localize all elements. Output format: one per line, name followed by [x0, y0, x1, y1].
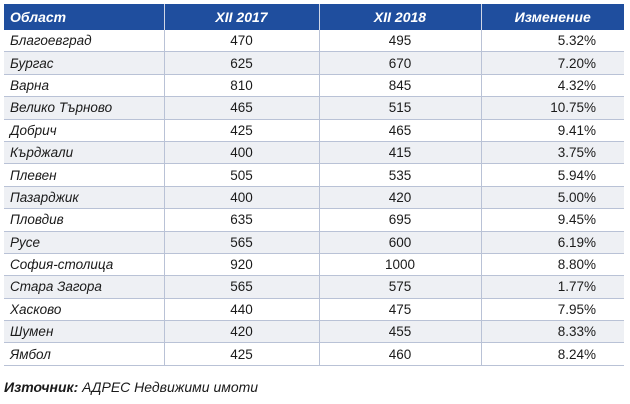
cell-xii-2018: 515 [319, 96, 482, 120]
table-row: Бургас 625 670 7.20% [4, 51, 624, 75]
cell-region: Благоевград [4, 30, 165, 53]
table-row: Добрич 425 465 9.41% [4, 119, 624, 142]
cell-change: 5.94% [481, 163, 624, 187]
cell-xii-2018: 1000 [319, 253, 482, 277]
table-row: Плевен 505 535 5.94% [4, 163, 624, 187]
cell-xii-2018: 535 [319, 163, 482, 187]
cell-xii-2017: 425 [164, 119, 320, 142]
cell-xii-2018: 495 [319, 30, 482, 53]
source-note: Източник: АДРЕС Недвижими имоти [4, 379, 258, 395]
header-row: Област XII 2017 XII 2018 Изменение [4, 4, 624, 30]
header-region: Област [4, 4, 165, 30]
cell-change: 8.24% [481, 342, 624, 366]
table-row: Шумен 420 455 8.33% [4, 320, 624, 344]
cell-region: Плевен [4, 163, 165, 187]
cell-xii-2018: 420 [319, 186, 482, 210]
header-change: Изменение [481, 4, 624, 30]
table-body: Благоевград 470 495 5.32% Бургас 625 670 7.20% В… [4, 30, 624, 366]
table-row: Пловдив 635 695 9.45% [4, 208, 624, 232]
cell-change: 8.80% [481, 253, 624, 277]
cell-change: 3.75% [481, 141, 624, 165]
cell-xii-2018: 415 [319, 141, 482, 165]
cell-region: Пазарджик [4, 186, 165, 210]
cell-region: Добрич [4, 119, 165, 142]
cell-xii-2018: 475 [319, 298, 482, 322]
cell-change: 6.19% [481, 231, 624, 254]
cell-xii-2017: 400 [164, 141, 320, 165]
table-row: София-столица 920 1000 8.80% [4, 253, 624, 277]
cell-region: Ямбол [4, 342, 165, 366]
cell-xii-2018: 670 [319, 51, 482, 75]
cell-region: Шумен [4, 320, 165, 344]
cell-xii-2018: 460 [319, 342, 482, 366]
cell-xii-2017: 425 [164, 342, 320, 366]
table-row: Пазарджик 400 420 5.00% [4, 186, 624, 210]
cell-region: Варна [4, 74, 165, 98]
table-row: Варна 810 845 4.32% [4, 74, 624, 98]
cell-region: Велико Търново [4, 96, 165, 120]
cell-xii-2017: 565 [164, 231, 320, 254]
cell-xii-2017: 565 [164, 275, 320, 299]
cell-change: 1.77% [481, 275, 624, 299]
cell-xii-2017: 635 [164, 208, 320, 232]
cell-region: Пловдив [4, 208, 165, 232]
cell-region: София-столица [4, 253, 165, 277]
table-row: Велико Търново 465 515 10.75% [4, 96, 624, 120]
cell-xii-2018: 465 [319, 119, 482, 142]
cell-xii-2018: 695 [319, 208, 482, 232]
cell-change: 4.32% [481, 74, 624, 98]
cell-change: 5.32% [481, 30, 624, 53]
cell-xii-2018: 575 [319, 275, 482, 299]
cell-region: Русе [4, 231, 165, 254]
cell-xii-2017: 400 [164, 186, 320, 210]
table-header: Област XII 2017 XII 2018 Изменение [4, 4, 624, 30]
cell-change: 7.20% [481, 51, 624, 75]
table-row: Стара Загора 565 575 1.77% [4, 275, 624, 299]
cell-xii-2018: 455 [319, 320, 482, 344]
cell-xii-2017: 440 [164, 298, 320, 322]
cell-change: 7.95% [481, 298, 624, 322]
cell-region: Кърджали [4, 141, 165, 165]
table-row: Хасково 440 475 7.95% [4, 298, 624, 322]
cell-change: 8.33% [481, 320, 624, 344]
cell-change: 10.75% [481, 96, 624, 120]
table-row: Русе 565 600 6.19% [4, 231, 624, 254]
cell-xii-2017: 920 [164, 253, 320, 277]
table-row: Ямбол 425 460 8.24% [4, 342, 624, 366]
cell-xii-2017: 465 [164, 96, 320, 120]
source-label: Източник: [4, 379, 79, 395]
cell-change: 9.41% [481, 119, 624, 142]
cell-xii-2017: 470 [164, 30, 320, 53]
cell-xii-2017: 625 [164, 51, 320, 75]
cell-xii-2017: 810 [164, 74, 320, 98]
cell-xii-2018: 600 [319, 231, 482, 254]
cell-xii-2017: 505 [164, 163, 320, 187]
table-row: Кърджали 400 415 3.75% [4, 141, 624, 165]
source-text: АДРЕС Недвижими имоти [82, 379, 259, 395]
cell-change: 9.45% [481, 208, 624, 232]
cell-xii-2018: 845 [319, 74, 482, 98]
header-xii-2018: XII 2018 [319, 4, 482, 30]
price-table: Област XII 2017 XII 2018 Изменение Благо… [4, 4, 624, 366]
table-row: Благоевград 470 495 5.32% [4, 30, 624, 53]
cell-region: Бургас [4, 51, 165, 75]
cell-change: 5.00% [481, 186, 624, 210]
header-xii-2017: XII 2017 [164, 4, 320, 30]
cell-region: Хасково [4, 298, 165, 322]
data-table-container: Област XII 2017 XII 2018 Изменение Благо… [4, 4, 624, 366]
cell-region: Стара Загора [4, 275, 165, 299]
cell-xii-2017: 420 [164, 320, 320, 344]
